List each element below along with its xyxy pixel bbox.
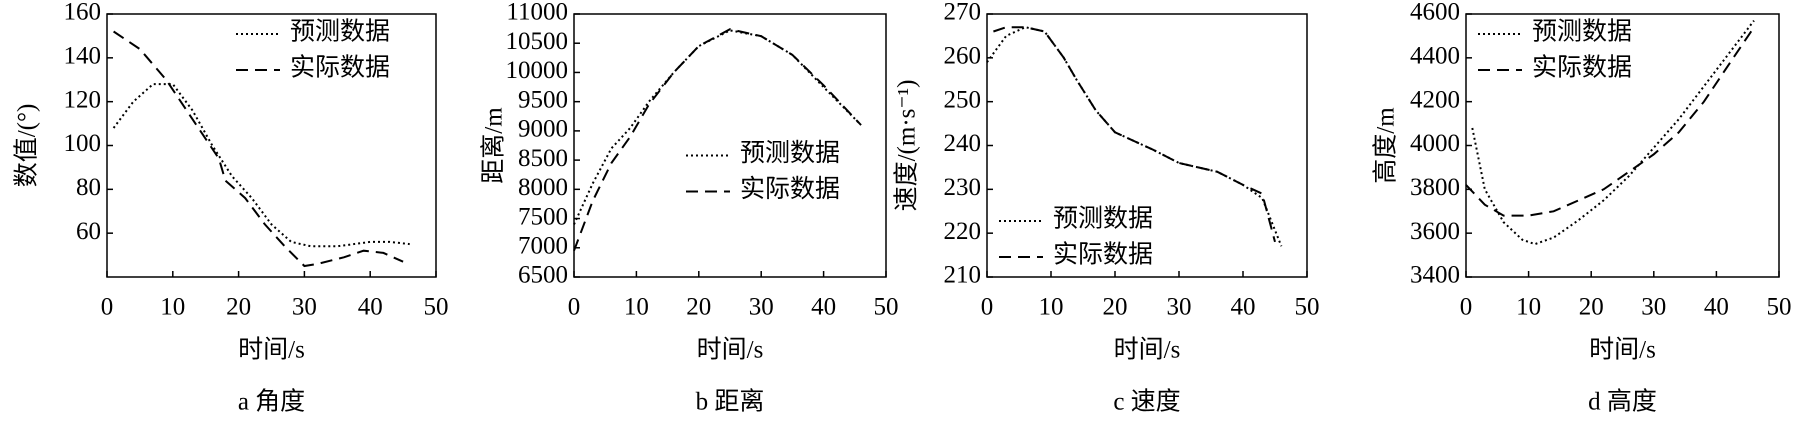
y-tick-label: 8000 (518, 174, 568, 201)
series-line (986, 26, 1283, 247)
y-tick-label: 260 (944, 43, 982, 70)
y-tick-label: 4200 (1410, 86, 1460, 113)
y-tick-label: 10500 (506, 28, 569, 55)
plot-frame (573, 13, 887, 278)
y-axis-label: 高度/m (1372, 107, 1400, 184)
x-tick-label: 30 (749, 294, 774, 321)
caption: d 高度 (1588, 388, 1657, 416)
y-tick-label: 80 (76, 174, 101, 201)
x-tick-label: 10 (1516, 294, 1541, 321)
y-tick-label: 120 (64, 86, 102, 113)
x-tick-label: 10 (160, 294, 185, 321)
plot-frame (986, 13, 1308, 278)
y-tick-label: 7500 (518, 203, 568, 230)
y-tick-label: 7000 (518, 233, 568, 260)
legend-label: 预测数据 (1053, 205, 1153, 233)
x-tick-label: 20 (1103, 294, 1128, 321)
y-tick-label: 160 (64, 0, 102, 26)
x-tick-label: 0 (981, 294, 994, 321)
caption: c 速度 (1113, 388, 1180, 416)
caption: a 角度 (238, 388, 305, 416)
x-axis-label: 时间/s (238, 336, 305, 364)
series-line (573, 28, 862, 252)
x-tick-label: 0 (568, 294, 581, 321)
y-tick-label: 100 (64, 130, 102, 157)
y-tick-label: 8500 (518, 145, 568, 172)
x-axis-label: 时间/s (1589, 336, 1656, 364)
y-tick-label: 250 (944, 86, 982, 113)
x-tick-label: 20 (226, 294, 251, 321)
y-tick-label: 3800 (1410, 174, 1460, 201)
x-tick-label: 50 (1767, 294, 1792, 321)
y-axis-label: 速度/(m·s⁻¹) (893, 80, 921, 212)
x-tick-label: 0 (1460, 294, 1473, 321)
y-tick-label: 11000 (506, 0, 568, 26)
y-tick-label: 270 (944, 0, 982, 26)
x-tick-label: 40 (1704, 294, 1729, 321)
series-line (1465, 26, 1755, 217)
x-tick-label: 10 (624, 294, 649, 321)
y-axis-label: 数值/(°) (13, 104, 41, 188)
series-line (993, 26, 1276, 243)
series-line (113, 30, 404, 268)
plot-frame (1465, 13, 1780, 278)
y-tick-label: 4000 (1410, 130, 1460, 157)
x-tick-label: 50 (424, 294, 449, 321)
series-line (112, 83, 410, 248)
x-tick-label: 50 (1295, 294, 1320, 321)
y-tick-label: 9000 (518, 116, 568, 143)
legend-label: 实际数据 (1053, 241, 1153, 269)
x-tick-label: 0 (101, 294, 114, 321)
y-tick-label: 3400 (1410, 262, 1460, 289)
x-tick-label: 40 (358, 294, 383, 321)
x-tick-label: 30 (1167, 294, 1192, 321)
x-tick-label: 30 (1641, 294, 1666, 321)
y-tick-label: 4600 (1410, 0, 1460, 26)
y-tick-label: 9500 (518, 86, 568, 113)
y-tick-label: 220 (944, 218, 982, 245)
legend-label: 实际数据 (290, 54, 390, 82)
y-tick-label: 3600 (1410, 218, 1460, 245)
y-tick-label: 4400 (1410, 43, 1460, 70)
legend-label: 预测数据 (1532, 18, 1632, 46)
legend-label: 实际数据 (1532, 54, 1632, 82)
legend-label: 预测数据 (290, 18, 390, 46)
x-tick-label: 10 (1039, 294, 1064, 321)
x-tick-label: 20 (1579, 294, 1604, 321)
y-tick-label: 140 (64, 43, 102, 70)
x-axis-label: 时间/s (697, 336, 764, 364)
y-tick-label: 6500 (518, 262, 568, 289)
x-tick-label: 40 (811, 294, 836, 321)
x-tick-label: 50 (874, 294, 899, 321)
x-tick-label: 20 (686, 294, 711, 321)
legend-label: 预测数据 (740, 139, 840, 167)
x-tick-label: 30 (292, 294, 317, 321)
x-axis-label: 时间/s (1114, 336, 1181, 364)
x-tick-label: 40 (1231, 294, 1256, 321)
y-axis-label: 距离/m (480, 107, 508, 184)
y-tick-label: 10000 (506, 57, 569, 84)
y-tick-label: 60 (76, 218, 101, 245)
plot-frame (106, 13, 437, 278)
y-tick-label: 230 (944, 174, 982, 201)
y-tick-label: 240 (944, 130, 982, 157)
legend-label: 实际数据 (740, 175, 840, 203)
caption: b 距离 (696, 388, 765, 416)
series-line (1471, 19, 1755, 246)
y-tick-label: 210 (944, 262, 982, 289)
